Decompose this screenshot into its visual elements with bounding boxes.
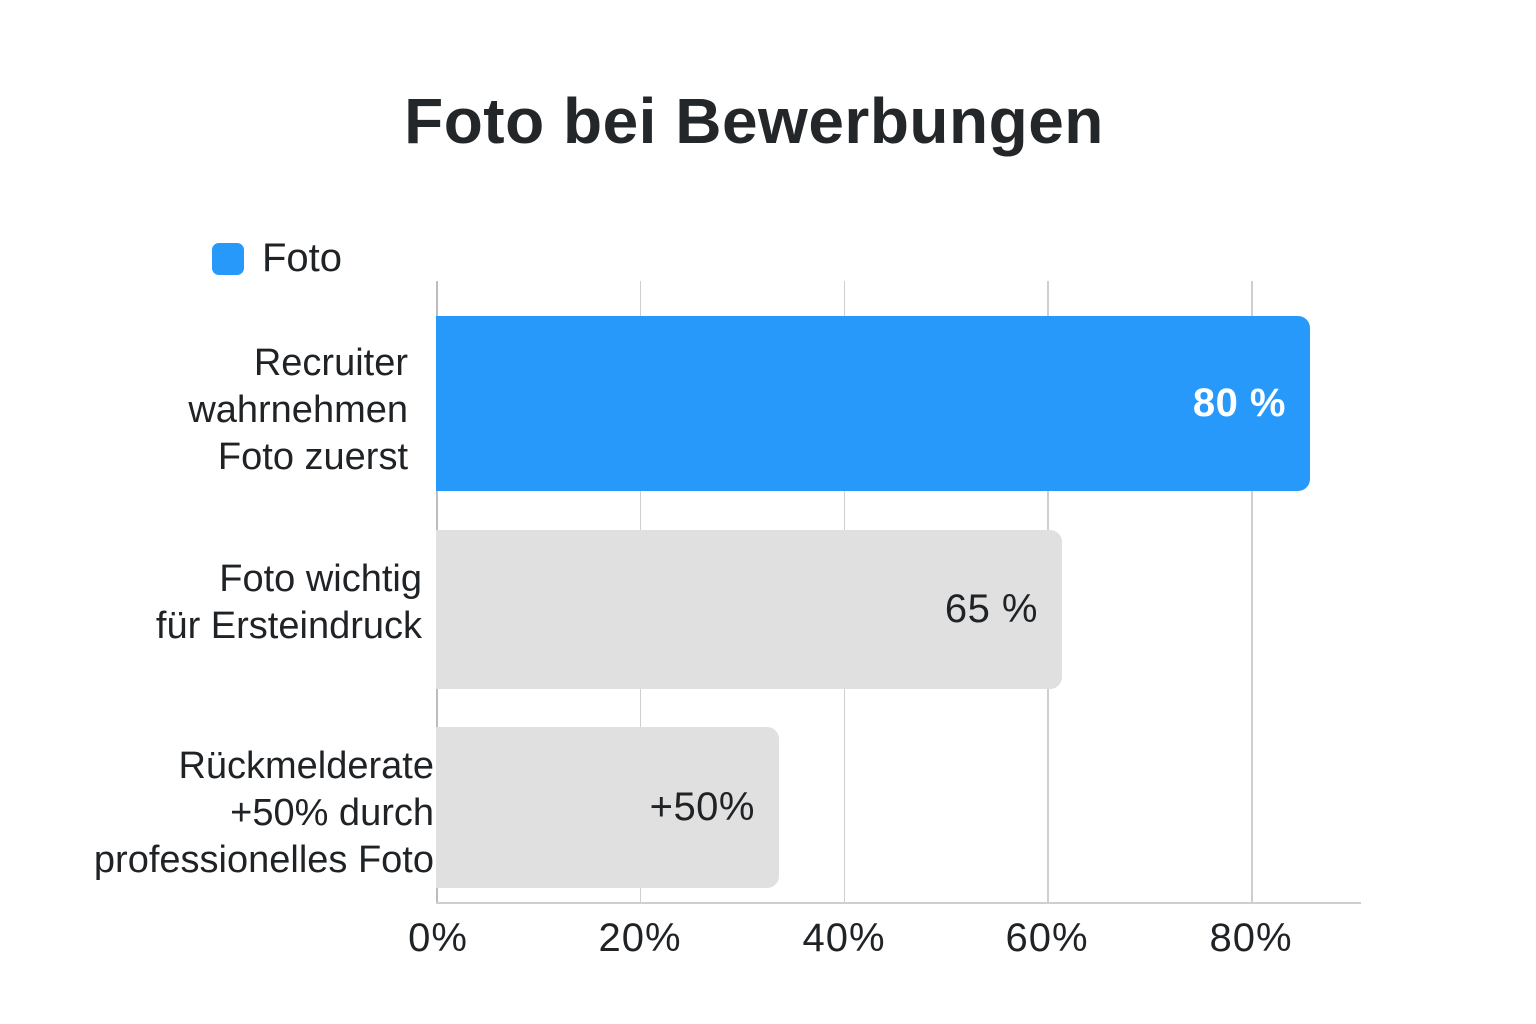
x-tick-20: 20% — [598, 916, 682, 960]
bar-value-label: 65 % — [944, 587, 1038, 631]
x-axis-line — [436, 902, 1361, 904]
chart-title: Foto bei Bewerbungen — [404, 85, 1104, 157]
plot-area: 80 % 65 % +50% — [436, 281, 1361, 904]
legend: Foto — [212, 236, 342, 281]
bar-value-label: 80 % — [1192, 381, 1286, 425]
legend-swatch-icon — [212, 242, 244, 275]
bar-rueckmelderate: +50% — [436, 727, 779, 888]
legend-label: Foto — [262, 236, 343, 280]
gridline-80 — [1251, 281, 1253, 904]
x-tick-80: 80% — [1209, 916, 1293, 960]
bar-foto-ersteindruck: 65 % — [436, 530, 1062, 689]
bar-value-label: +50% — [649, 785, 755, 829]
bar-recruiter-foto-zuerst: 80 % — [436, 316, 1310, 491]
x-tick-60: 60% — [1005, 916, 1089, 960]
category-label-ersteindruck: Foto wichtig für Ersteindruck — [155, 558, 422, 647]
category-label-recruiter: Recruiter wahrnehmen Foto zuerst — [188, 342, 408, 478]
x-tick-40: 40% — [802, 916, 886, 960]
category-label-rueckmelderate: Rückmelderate +50% durch professionelles… — [93, 745, 434, 881]
x-tick-0: 0% — [408, 916, 468, 960]
